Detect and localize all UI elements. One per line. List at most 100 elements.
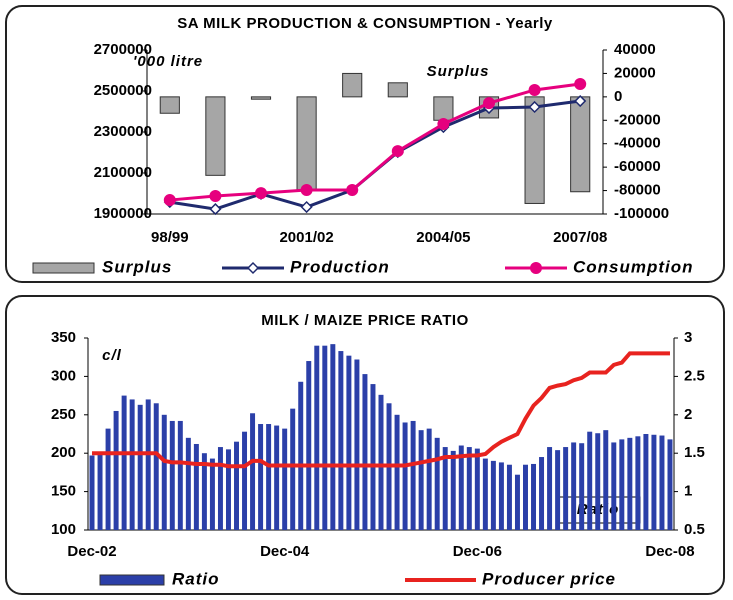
bar [659,435,665,530]
y2-tick-label: 2.5 [684,367,705,384]
bar [234,441,239,530]
y2-tick-label: 1 [684,483,692,500]
bar [290,408,296,530]
y2-tick-label: -20000 [614,111,661,128]
bar [603,430,609,530]
bar [570,96,591,193]
bar [258,424,264,530]
marker [528,100,541,114]
legend-label: Producer price [482,569,616,588]
marker [346,184,359,197]
marker [163,194,176,207]
bar [482,458,488,530]
x-tick-label: Dec-04 [260,543,310,560]
bar [342,72,363,98]
bar [105,428,111,530]
bar [296,96,317,192]
marker [574,94,587,108]
marker [574,78,587,91]
bar [466,447,472,530]
bar [651,434,657,530]
bar [137,404,143,530]
y-tick-label: 2500000 [94,82,152,99]
line [92,351,670,469]
y2-tick-label: -100000 [614,205,669,222]
bar [354,359,360,530]
bar [266,424,272,530]
bar [547,447,553,530]
bar [185,437,191,530]
bar [274,425,280,530]
bar [370,384,376,530]
bar [89,455,95,530]
bar [539,457,545,530]
bar [434,437,440,530]
y2-tick-label: 40000 [614,41,656,58]
bar [145,399,151,530]
bar [458,445,464,530]
bar [242,431,248,530]
bar [571,442,577,530]
bar [113,410,119,530]
bar [250,96,272,100]
legend-label: Consumption [573,257,694,276]
y-tick-label: 2300000 [94,123,152,140]
bar [322,345,328,530]
bar [298,381,304,530]
y-tick-label: 2100000 [94,164,152,181]
legend-swatch [99,574,165,586]
bar [209,458,215,530]
bar [450,450,456,530]
marker [209,203,222,216]
bar [201,453,207,530]
chart-frame [5,295,725,595]
bar [153,403,159,530]
x-tick-label: 2001/02 [279,229,333,246]
bar [387,82,408,98]
bar [619,439,625,530]
bar [121,395,127,530]
bar [346,355,352,530]
bar [563,447,569,530]
x-tick-label: Dec-06 [453,543,502,560]
bar [402,422,408,530]
y2-tick-label: -80000 [614,182,661,199]
y-tick-label: 100 [51,521,76,538]
bar [217,447,223,530]
bar [433,96,454,121]
bar [338,351,344,530]
y-tick-label: 350 [51,329,76,346]
bar [579,443,585,530]
y-tick-label: 150 [51,483,76,500]
bar [378,394,384,530]
x-tick-label: Dec-02 [67,543,116,560]
chart-title: SA MILK PRODUCTION & CONSUMPTION - Yearl… [177,15,553,32]
bar [524,96,545,204]
bar [362,374,368,530]
y2-tick-label: -40000 [614,135,661,152]
bar [306,361,312,530]
legend-marker [246,261,260,275]
bar [611,442,617,530]
marker [255,187,267,200]
bar [250,413,256,530]
marker [300,184,313,197]
y-tick-label: 2700000 [94,41,152,58]
chart-title: MILK / MAIZE PRICE RATIO [261,312,469,329]
bar [514,474,520,530]
bar [330,344,336,530]
x-tick-label: 98/99 [151,229,189,246]
bar [506,464,512,530]
line [169,99,581,211]
x-tick-label: 2004/05 [416,229,470,246]
x-tick-label: Dec-08 [645,543,694,560]
annotation: '000 litre [133,53,203,70]
bar [587,431,593,530]
bar [418,430,424,530]
bar [129,399,135,530]
bar [627,437,633,530]
y2-tick-label: 0 [614,88,622,105]
bar [498,462,504,530]
bar [314,345,320,530]
bar [442,447,448,530]
